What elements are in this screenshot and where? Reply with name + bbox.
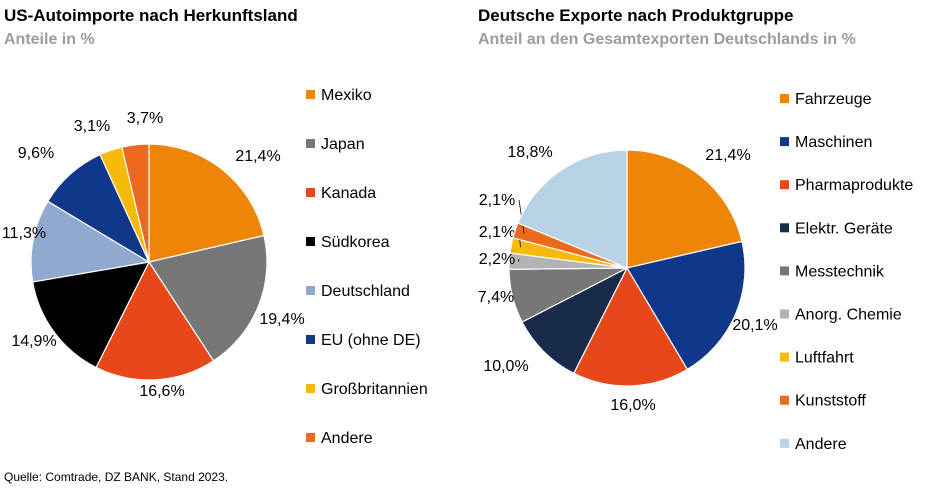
pie-2-legend-swatch — [780, 137, 789, 147]
pie-2-legend-label: Kunststoff — [795, 393, 866, 410]
pie-2-legend-label: Anorg. Chemie — [795, 307, 902, 324]
pie-2-legend-swatch — [780, 309, 789, 319]
pie-1-legend-swatch — [306, 237, 315, 246]
pie-1-legend-swatch — [306, 188, 315, 197]
pie-2-legend-label: Fahrzeuge — [795, 91, 872, 108]
pie-2-legend-label: Luftfahrt — [795, 350, 854, 367]
pie-1-legend-swatch — [306, 139, 315, 148]
pie-1-legend-label: Andere — [321, 430, 373, 447]
pie-1-value-label: 14,9% — [11, 333, 56, 350]
pie-1-slice-mexiko — [148, 143, 265, 263]
pie-1-legend-label: Südkorea — [321, 234, 390, 251]
pie-2-legend-swatch — [780, 223, 789, 233]
pie-2-legend-swatch — [780, 94, 789, 103]
pie-1-legend-label: Mexiko — [321, 87, 372, 104]
pie-1-slice-südkorea — [31, 261, 151, 369]
chart-1-title: US-Autoimporte nach Herkunftsland — [4, 6, 298, 25]
pie-1-slice-deutschland — [30, 200, 151, 283]
source-note: Quelle: Comtrade, DZ BANK, Stand 2023. — [4, 470, 229, 484]
pie-2-value-label: 21,4% — [705, 147, 750, 164]
pie-1-legend-label: Großbritannien — [321, 381, 428, 398]
pie-1-value-label: 21,4% — [235, 148, 280, 165]
pie-1-value-label: 9,6% — [18, 145, 54, 162]
pie-1-value-label: 16,6% — [139, 383, 184, 400]
pie-2-value-label: 7,4% — [478, 289, 514, 306]
pie-1-legend-label: Deutschland — [321, 283, 410, 300]
pie-1-legend-label: EU (ohne DE) — [321, 332, 421, 349]
chart-1-subtitle: Anteile in % — [4, 31, 95, 48]
pie-1-legend-swatch — [306, 286, 315, 295]
pie-2-value-label: 2,1% — [479, 192, 515, 209]
pie-2-legend-label: Messtechnik — [795, 263, 885, 280]
pie-1-legend-swatch — [306, 90, 315, 99]
pie-2-value-label: 20,1% — [732, 317, 777, 334]
pie-1-legend-label: Kanada — [321, 185, 376, 202]
pie-2-legend-label: Andere — [795, 436, 847, 453]
pie-1-legend-label: Japan — [321, 136, 365, 153]
pie-2-legend-swatch — [780, 180, 789, 190]
pie-2-slice-maschinen — [626, 240, 746, 371]
pie-2-legend-swatch — [780, 395, 789, 405]
chart-2-subtitle: Anteil an den Gesamtexporten Deutschland… — [478, 31, 856, 48]
pie-1-value-label: 19,4% — [259, 311, 304, 328]
pie-1-value-label: 3,1% — [74, 118, 110, 135]
pie-2-legend-swatch — [780, 266, 789, 276]
pie-2-legend-swatch — [780, 438, 789, 448]
pie-2-slice-andere — [517, 149, 628, 269]
pie-2-value-label: 2,2% — [479, 251, 515, 268]
pie-2-legend-label: Pharmaprodukte — [795, 177, 913, 194]
pie-1-value-label: 3,7% — [127, 110, 163, 127]
chart-2-title: Deutsche Exporte nach Produktgruppe — [478, 6, 794, 25]
pie-2-slice-fahrzeuge — [626, 149, 743, 269]
pie-2-value-label: 16,0% — [610, 397, 655, 414]
pie-2-value-label: 2,1% — [479, 224, 515, 241]
pie-1-value-label: 11,3% — [2, 225, 46, 242]
pie-1-slice-andere — [121, 143, 150, 263]
pie-1-legend-swatch — [306, 384, 315, 393]
pie-2-legend-swatch — [780, 352, 789, 362]
pie-1-legend-swatch — [306, 433, 315, 442]
pie-2-value-label: 18,8% — [507, 144, 552, 161]
pie-1-legend-swatch — [306, 335, 315, 344]
pie-2-slice-elektr-geräte — [521, 266, 629, 375]
pie-2-legend-label: Elektr. Geräte — [795, 220, 893, 237]
pie-1-slice-kanada — [95, 260, 215, 381]
pie-2-legend-label: Maschinen — [795, 134, 872, 151]
pie-2-slice-pharmaprodukte — [573, 266, 689, 387]
pie-1-slice-japan — [148, 234, 268, 362]
pie-2-value-label: 10,0% — [483, 358, 528, 375]
